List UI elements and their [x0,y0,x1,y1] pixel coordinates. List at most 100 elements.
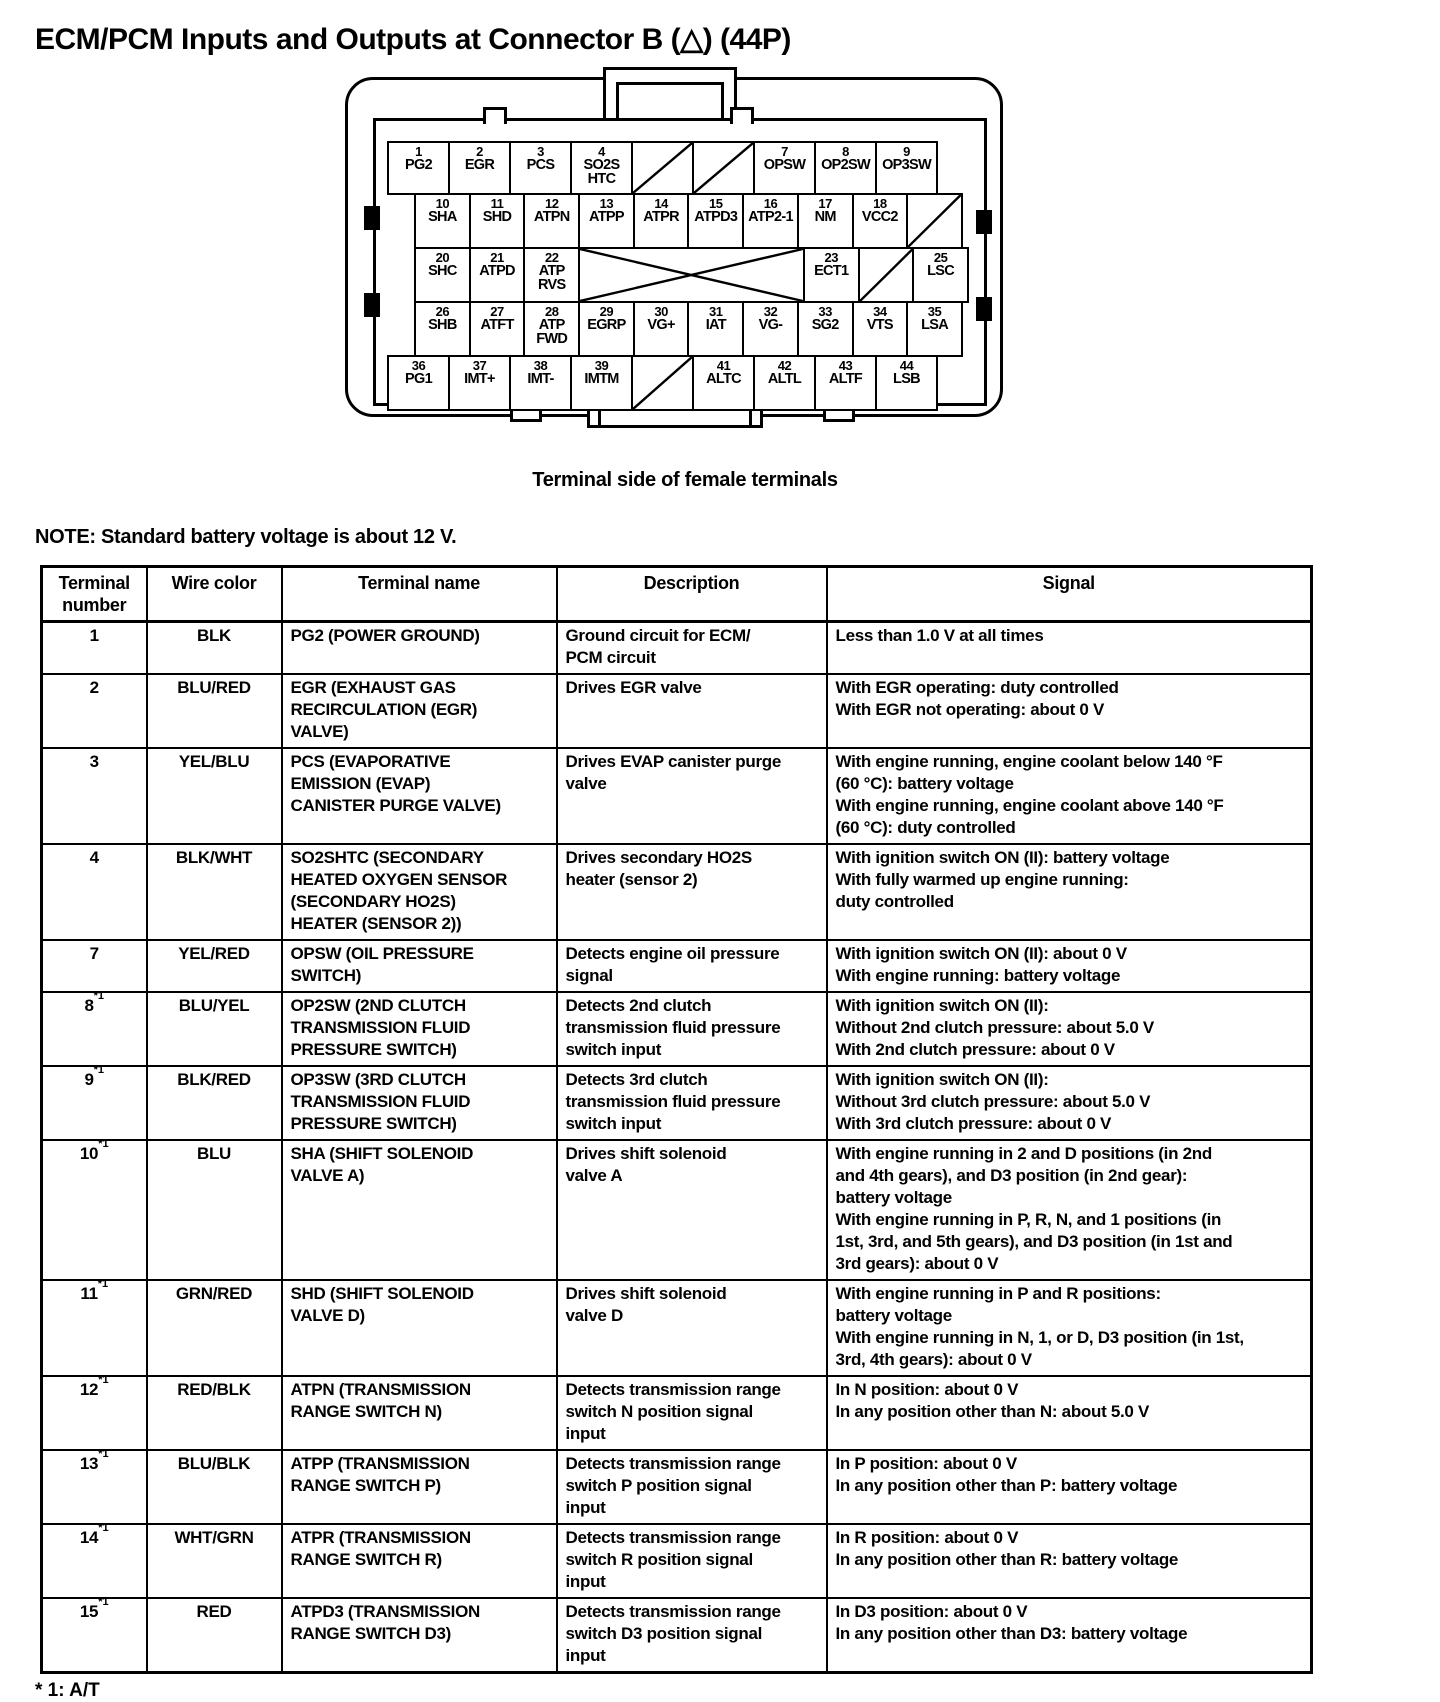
pin-cell: 15 ATPD3 [687,193,745,249]
terminal-name-cell: PCS (EVAPORATIVE EMISSION (EVAP) CANISTE… [280,747,558,845]
pin-label: ATPN [533,209,570,225]
pin-label: ATPD [479,263,515,279]
pin-cell: 33 SG2 [796,301,854,357]
connector-top-notch [730,107,754,124]
table-row: 10*1 BLU SHA (SHIFT SOLENOID VALVE A) Drive… [40,1139,1313,1281]
pin-row: 1 PG2 2 EGR 3 PCS 4 SO2S HTC 7 OPSW 8 OP2SW 9 OP3SW [387,141,969,195]
terminal-footnote-marker: *1 [98,1598,109,1609]
description-cell: Drives secondary HO2S heater (sensor 2) [555,843,828,941]
signal-cell: With engine running in 2 and D positions… [825,1139,1313,1281]
description-cell: Drives shift solenoid valve A [555,1139,828,1281]
pin-number: 17 [818,196,832,211]
pin-cell: 17 NM [796,193,854,249]
pin-number: 39 [594,358,609,373]
wire-color-cell: BLU [145,1139,283,1281]
header-description: Description [555,565,828,623]
pin-cell: 16 ATP2-1 [742,193,799,249]
pin-row: 20 SHC 21 ATPD 22 ATP RVS 23 ECT1 25 LSC [414,247,969,303]
pin-number: 16 [763,196,778,211]
pin-label: VCC2 [861,209,899,225]
signal-cell: With engine running, engine coolant belo… [825,747,1313,845]
pin-number: 8 [842,144,849,159]
pin-row: 10 SHA 11 SHD 12 ATPN 13 ATPP 14 ATPR 15 ATPD3 16 ATP… [414,193,969,249]
terminal-number: 12 [79,1380,99,1399]
connector-latch [976,297,992,321]
description-cell: Detects engine oil pressure signal [555,939,828,993]
note-text: NOTE: Standard battery voltage is about … [35,526,457,548]
terminal-footnote-marker: *1 [98,1376,109,1387]
signal-cell: In D3 position: about 0 V In any positio… [825,1597,1313,1674]
header-signal: Signal [825,565,1313,623]
signal-cell: With EGR operating: duty controlled With… [825,673,1313,749]
wire-color-cell: BLU/YEL [145,991,283,1067]
pin-number: 34 [873,304,887,319]
terminal-number: 14 [79,1528,99,1547]
signal-cell: With ignition switch ON (II): Without 2n… [825,991,1313,1067]
pin-number: 30 [654,304,668,319]
pin-cell: 35 LSA [906,301,963,357]
connector-top-tab-inner [616,82,724,121]
terminal-number: 10 [79,1144,99,1163]
pin-number: 1 [415,144,422,159]
connector-latch [364,293,380,317]
table-row: 3 YEL/BLU PCS (EVAPORATIVE EMISSION (EVAP)… [40,747,1313,845]
pin-cell: 13 ATPP [578,193,635,249]
terminal-number: 9 [84,1070,94,1089]
pin-cell: 43 ALTF [814,355,877,411]
pin-cell: 4 SO2S HTC [570,141,633,195]
signal-cell: In P position: about 0 V In any position… [825,1449,1313,1525]
terminal-footnote-marker: *1 [93,992,105,1003]
signal-cell: With ignition switch ON (II): battery vo… [825,843,1313,941]
pin-cell: 2 EGR [448,141,511,195]
table-row: 13*1 BLU/BLK ATPP (TRANSMISSION RANGE SWIT… [40,1449,1313,1525]
terminal-number-cell: 4 [40,843,148,941]
pin-number: 21 [490,250,504,265]
footnote: * 1: A/T [35,1680,100,1701]
pin-label: ALTF [828,371,863,387]
pin-cell: 12 ATPN [523,193,581,249]
unused-pins-crossed-cell [578,247,805,303]
terminal-name-cell: OP3SW (3RD CLUTCH TRANSMISSION FLUID PRE… [280,1065,558,1141]
pin-label: ATFT [480,317,514,333]
pin-grid: 1 PG2 2 EGR 3 PCS 4 SO2S HTC 7 OPSW 8 OP2SW 9 OP3SW 10… [387,141,969,411]
wire-color-cell: BLU/BLK [145,1449,283,1525]
pin-number: 26 [435,304,450,319]
pin-label: IMTM [584,371,619,387]
header-terminal-name: Terminal name [280,565,558,623]
pin-cell: 3 PCS [509,141,572,195]
description-cell: Detects transmission range switch D3 pos… [555,1597,828,1674]
pin-label: VTS [866,317,894,333]
terminal-name-cell: ATPR (TRANSMISSION RANGE SWITCH R) [280,1523,558,1599]
terminal-number-cell: 9*1 [40,1065,148,1141]
pin-number: 3 [537,144,544,159]
terminal-number: 15 [79,1602,99,1621]
table-row: 8*1 BLU/YEL OP2SW (2ND CLUTCH TRANSMISSION… [40,991,1313,1067]
terminal-footnote-marker: *1 [98,1450,109,1461]
pin-cell: 29 EGRP [578,301,635,357]
header-terminal-number: Terminal number [40,565,148,623]
table-row: 4 BLK/WHT SO2SHTC (SECONDARY HEATED OXYGEN… [40,843,1313,941]
terminal-name-cell: SHA (SHIFT SOLENOID VALVE A) [280,1139,558,1281]
terminal-number-cell: 15*1 [40,1597,148,1674]
terminal-name-cell: OPSW (OIL PRESSURE SWITCH) [280,939,558,993]
pin-number: 15 [709,196,723,211]
description-cell: Drives EVAP canister purge valve [555,747,828,845]
pin-label: PG2 [405,157,433,173]
pin-label: ATPD3 [694,209,738,225]
pin-row: 36 PG1 37 IMT+ 38 IMT- 39 IMTM 41 ALTC 42 ALTL 43 ALT… [387,355,969,411]
pin-number: 7 [781,144,788,159]
pin-cell: 21 ATPD [468,247,526,303]
pin-label: ATP FWD [536,317,568,347]
description-cell: Drives shift solenoid valve D [555,1279,828,1377]
terminal-footnote-marker: *1 [93,1066,105,1077]
wire-color-cell: WHT/GRN [145,1523,283,1599]
pin-cell: 25 LSC [912,247,969,303]
terminal-number-cell: 8*1 [40,991,148,1067]
pin-cell: 23 ECT1 [802,247,860,303]
pin-cell: 44 LSB [875,355,938,411]
terminal-number: 4 [89,848,99,867]
wire-color-cell: GRN/RED [145,1279,283,1377]
pin-number: 27 [490,304,504,319]
terminal-footnote-marker: *1 [98,1524,109,1535]
pin-label: ECT1 [814,263,849,279]
